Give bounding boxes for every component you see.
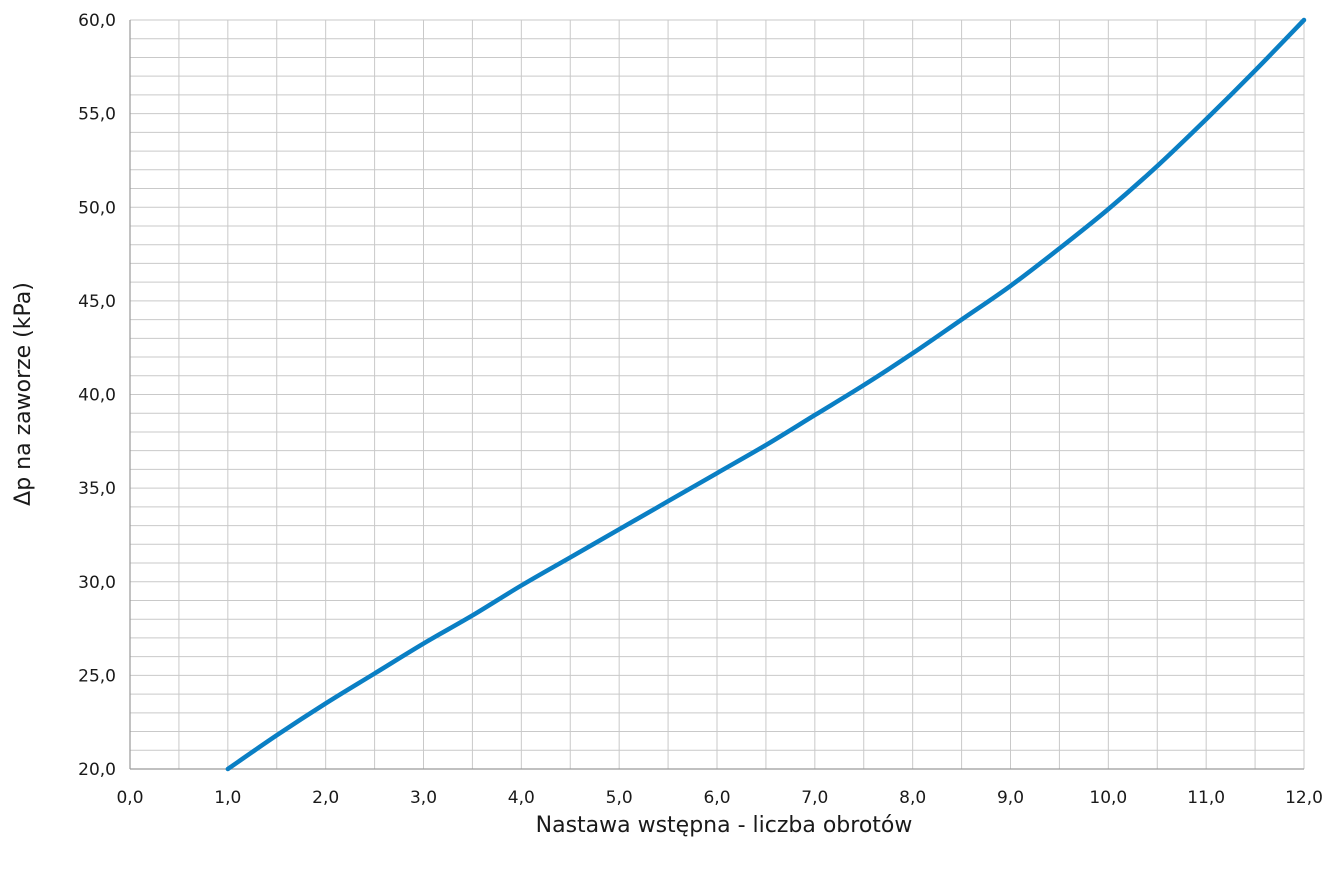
x-tick-label: 12,0 (1285, 788, 1323, 808)
y-tick-label: 35,0 (78, 479, 116, 499)
x-tick-label: 8,0 (899, 788, 926, 808)
y-tick-label: 30,0 (78, 573, 116, 593)
y-axis-tick-labels: 20,0 25,0 30,0 35,0 40,0 45,0 50,0 55,0 60,0 (78, 11, 116, 780)
y-tick-label: 20,0 (78, 760, 116, 780)
y-tick-label: 45,0 (78, 292, 116, 312)
series-line (225, 17, 1307, 772)
x-tick-label: 11,0 (1187, 788, 1225, 808)
axes (129, 20, 1304, 770)
series-layer (225, 17, 1307, 772)
grid (129, 19, 1305, 770)
x-tick-label: 7,0 (801, 788, 828, 808)
x-axis-title: Nastawa wstępna - liczba obrotów (536, 813, 913, 838)
x-tick-label: 5,0 (606, 788, 633, 808)
y-tick-label: 50,0 (78, 198, 116, 218)
x-tick-label: 10,0 (1089, 788, 1127, 808)
x-tick-label: 1,0 (214, 788, 241, 808)
y-axis-title: Δp na zaworze (kPa) (11, 282, 36, 506)
x-tick-label: 0,0 (116, 788, 143, 808)
y-tick-label: 25,0 (78, 666, 116, 686)
x-tick-label: 6,0 (703, 788, 730, 808)
x-tick-label: 3,0 (410, 788, 437, 808)
y-tick-label: 60,0 (78, 11, 116, 31)
x-tick-label: 2,0 (312, 788, 339, 808)
x-axis-tick-labels: 0,0 1,0 2,0 3,0 4,0 5,0 6,0 7,0 8,0 9,0 10,0 11,0 12… (116, 788, 1322, 808)
y-tick-label: 40,0 (78, 386, 116, 406)
x-tick-label: 4,0 (508, 788, 535, 808)
y-tick-label: 55,0 (78, 105, 116, 125)
x-tick-label: 9,0 (997, 788, 1024, 808)
